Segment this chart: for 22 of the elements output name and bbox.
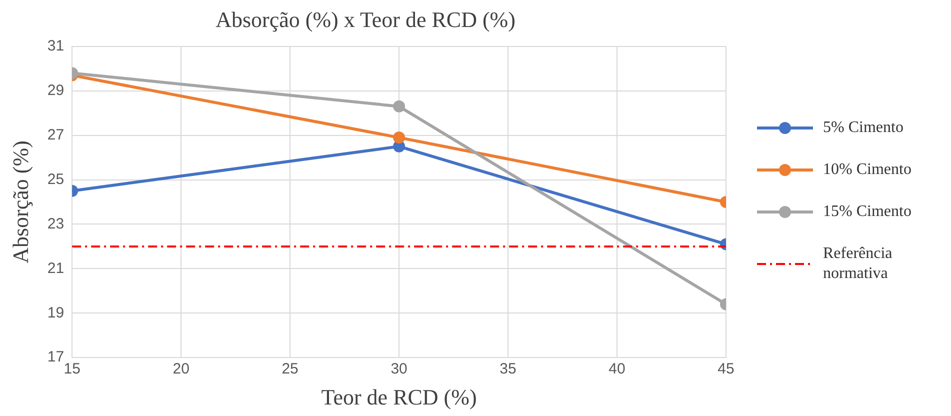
legend-label: 5% Cimento <box>823 118 904 138</box>
x-tick-label: 15 <box>64 360 80 378</box>
y-tick-label: 21 <box>47 260 64 277</box>
x-tick-label: 40 <box>608 360 626 378</box>
y-tick-label: 29 <box>47 82 64 99</box>
legend-label: 10% Cimento <box>823 160 912 180</box>
x-tick-label: 45 <box>718 360 734 378</box>
x-tick-label: 35 <box>500 360 516 378</box>
legend-label: Referência normativa <box>823 244 894 284</box>
chart-title: Absorção (%) x Teor de RCD (%) <box>216 6 516 32</box>
x-tick-label: 25 <box>282 360 298 378</box>
y-tick-label: 19 <box>47 304 64 322</box>
legend-label: 15% Cimento <box>823 202 912 222</box>
x-axis-title: Teor de RCD (%) <box>321 384 477 410</box>
y-tick-label: 23 <box>47 215 64 232</box>
x-tick-label: 30 <box>390 360 408 378</box>
y-tick-label: 17 <box>47 348 64 366</box>
y-axis-title: Absorção (%) <box>8 140 33 264</box>
y-tick-label: 27 <box>47 126 64 144</box>
x-tick-label: 20 <box>172 360 190 378</box>
y-tick-label: 31 <box>47 38 64 55</box>
y-tick-label: 25 <box>47 170 64 188</box>
